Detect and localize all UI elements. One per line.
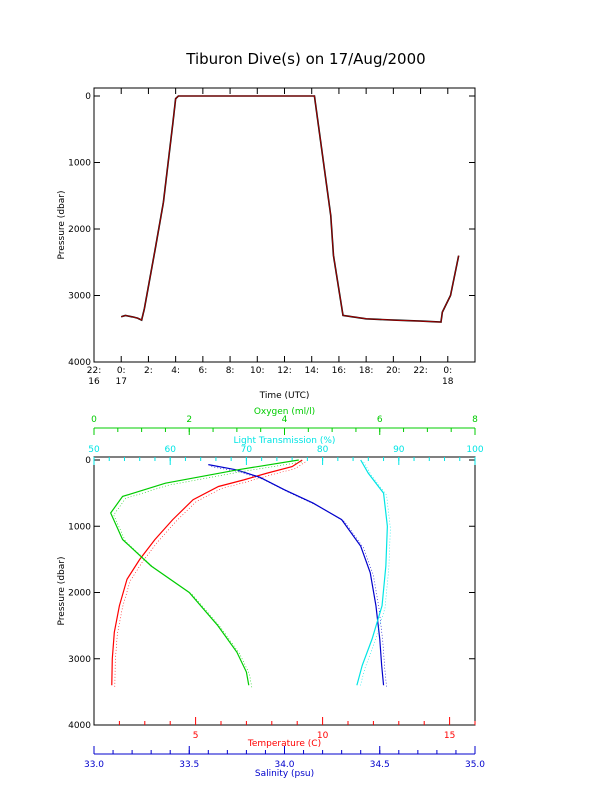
y-tick-label: 0 bbox=[85, 92, 91, 102]
y-tick-label: 3000 bbox=[68, 655, 91, 665]
transmission-axis-label: Light Transmission (%) bbox=[234, 436, 336, 446]
page-title: Tiburon Dive(s) on 17/Aug/2000 bbox=[186, 50, 426, 68]
x-tick-label: 22: bbox=[87, 366, 101, 376]
x-tick-label: 8: bbox=[226, 366, 235, 376]
x-tick-label: 20: bbox=[386, 366, 400, 376]
x-tick-label: 18 bbox=[442, 377, 454, 387]
x-tick-label: 17 bbox=[115, 377, 126, 387]
oxygen-profile-scatter bbox=[113, 461, 302, 688]
transmission-profile-line bbox=[356, 459, 388, 686]
temperature-tick-label: 10 bbox=[317, 731, 329, 741]
salinity-tick-label: 35.0 bbox=[465, 760, 485, 770]
x-tick-label: 18: bbox=[359, 366, 373, 376]
transmission-tick-label: 50 bbox=[88, 445, 100, 455]
salinity-profile-line bbox=[208, 464, 385, 686]
salinity-tick-label: 33.5 bbox=[179, 760, 199, 770]
x-tick-label: 16: bbox=[332, 366, 346, 376]
y-axis-label: Pressure (dbar) bbox=[57, 191, 67, 260]
y-tick-label: 1000 bbox=[68, 159, 91, 169]
transmission-tick-label: 80 bbox=[317, 445, 329, 455]
y-axis-label: Pressure (dbar) bbox=[57, 557, 67, 626]
temperature-profile-line bbox=[111, 459, 303, 686]
y-tick-label: 4000 bbox=[68, 358, 91, 368]
temperature-axis-label: Temperature (C) bbox=[247, 739, 321, 749]
y-tick-label: 0 bbox=[85, 456, 91, 466]
temperature-tick-label: 5 bbox=[193, 731, 199, 741]
transmission-tick-label: 70 bbox=[241, 445, 253, 455]
dive-pressure-line-overlay bbox=[121, 95, 460, 323]
x-tick-label: 0: bbox=[117, 366, 126, 376]
salinity-tick-label: 34.5 bbox=[370, 760, 390, 770]
oxygen-axis-label: Oxygen (ml/l) bbox=[254, 407, 315, 417]
x-tick-label: 6: bbox=[198, 366, 207, 376]
transmission-tick-label: 90 bbox=[393, 445, 405, 455]
oxygen-tick-label: 0 bbox=[91, 415, 97, 425]
x-tick-label: 2: bbox=[144, 366, 153, 376]
y-tick-label: 2000 bbox=[68, 589, 91, 599]
transmission-tick-label: 100 bbox=[466, 445, 483, 455]
x-tick-label: 14: bbox=[304, 366, 318, 376]
oxygen-tick-label: 2 bbox=[186, 415, 192, 425]
transmission-profile-scatter bbox=[359, 461, 391, 688]
x-axis-label: Time (UTC) bbox=[259, 391, 310, 401]
x-tick-label: 12: bbox=[277, 366, 291, 376]
salinity-tick-label: 33.0 bbox=[84, 760, 104, 770]
oxygen-profile-line bbox=[109, 459, 299, 686]
salinity-axis-label: Salinity (psu) bbox=[255, 769, 314, 779]
temperature-tick-label: 15 bbox=[444, 731, 455, 741]
plot-frame bbox=[93, 456, 476, 726]
x-tick-label: 0: bbox=[443, 366, 452, 376]
y-tick-label: 1000 bbox=[68, 522, 91, 532]
temperature-profile-scatter bbox=[114, 461, 306, 688]
x-tick-label: 4: bbox=[171, 366, 180, 376]
oxygen-tick-label: 6 bbox=[377, 415, 383, 425]
x-tick-label: 10: bbox=[250, 366, 264, 376]
oxygen-tick-label: 4 bbox=[282, 415, 288, 425]
salinity-tick-label: 34.0 bbox=[274, 760, 294, 770]
x-tick-label: 16 bbox=[88, 377, 100, 387]
y-tick-label: 3000 bbox=[68, 292, 91, 302]
x-tick-label: 22: bbox=[413, 366, 427, 376]
y-tick-label: 4000 bbox=[68, 721, 91, 731]
transmission-tick-label: 60 bbox=[164, 445, 176, 455]
y-tick-label: 2000 bbox=[68, 225, 91, 235]
oxygen-tick-label: 8 bbox=[472, 415, 478, 425]
